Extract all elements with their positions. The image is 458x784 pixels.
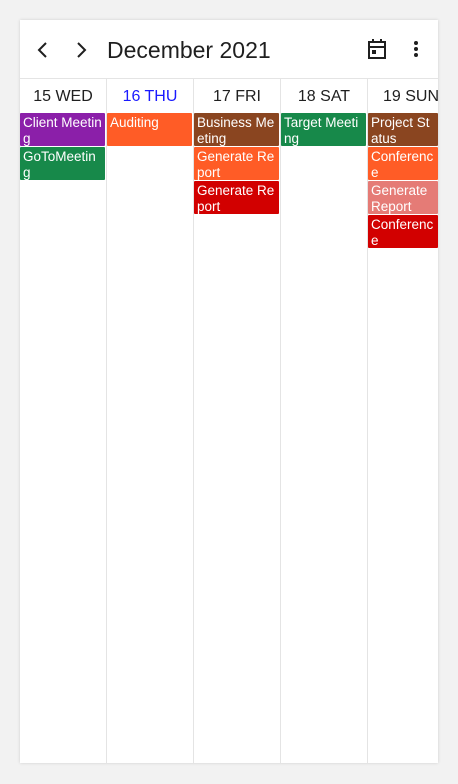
appointment-conference[interactable]: Conference [368, 147, 438, 180]
day-header-fri[interactable]: 17 FRI [212, 88, 261, 105]
column-divider [367, 78, 368, 763]
appointment-gotomeeting[interactable]: GoToMeeting [20, 147, 105, 180]
chevron-right-icon [77, 42, 87, 58]
calendar-today-icon [368, 39, 386, 59]
next-button[interactable] [68, 36, 94, 64]
chevron-left-icon [37, 42, 47, 58]
more-options-button[interactable] [406, 36, 426, 62]
appointment-business-meeting[interactable]: Business Meeting [194, 113, 279, 146]
column-divider [280, 78, 281, 763]
day-header-sat[interactable]: 18 SAT [297, 88, 351, 105]
day-header-row: 15 WED 16 THU 17 FRI 18 SAT 19 SUN [20, 78, 438, 111]
today-button[interactable] [364, 36, 390, 62]
appointment-generate-report[interactable]: Generate Report [194, 147, 279, 180]
column-divider [106, 78, 107, 763]
day-header-wed[interactable]: 15 WED [33, 88, 93, 105]
calendar-header: December 2021 [20, 20, 438, 80]
appointment-project-status[interactable]: Project Status [368, 113, 438, 146]
day-header-thu-today[interactable]: 16 THU [122, 88, 178, 105]
day-header-sun[interactable]: 19 SUN [382, 88, 438, 105]
calendar-card: December 2021 15 WED 16 THU 17 FRI 18 SA… [20, 20, 438, 763]
appointment-generate-report[interactable]: Generate Report [368, 181, 438, 214]
appointment-auditing[interactable]: Auditing [107, 113, 192, 146]
column-divider [193, 78, 194, 763]
appointment-target-meeting[interactable]: Target Meeting [281, 113, 366, 146]
more-vertical-icon [414, 41, 418, 57]
appointment-client-meeting[interactable]: Client Meeting [20, 113, 105, 146]
day-columns-grid[interactable]: Client Meeting GoToMeeting Auditing Busi… [20, 78, 438, 763]
previous-button[interactable] [30, 36, 56, 64]
appointment-generate-report[interactable]: Generate Report [194, 181, 279, 214]
month-title[interactable]: December 2021 [107, 37, 271, 63]
appointment-conference[interactable]: Conference [368, 215, 438, 248]
